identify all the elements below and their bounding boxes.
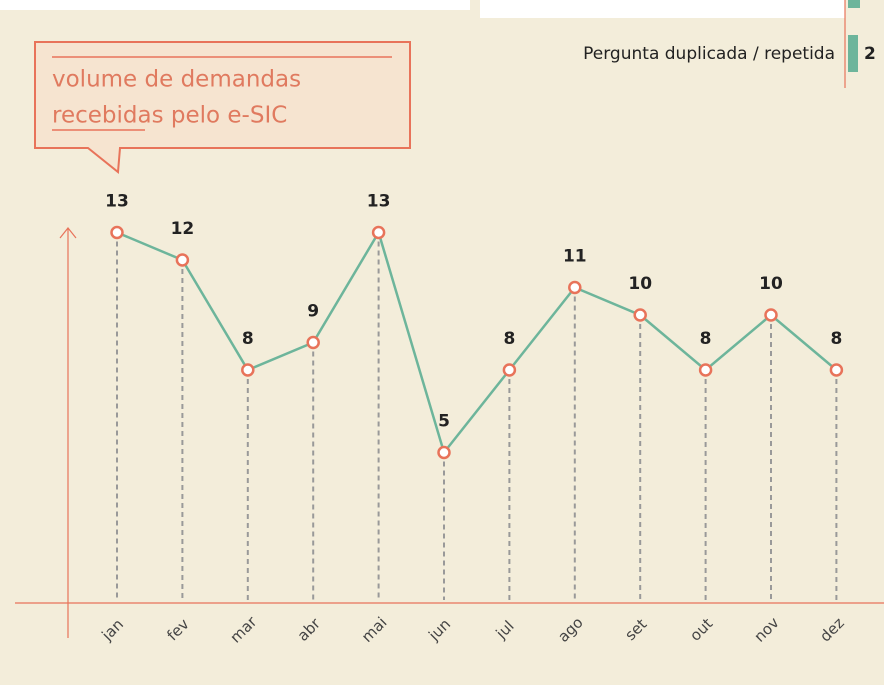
chart-title: volume de demandas (52, 67, 301, 93)
marker (633, 308, 647, 322)
marker (437, 445, 451, 460)
data-label: 13 (105, 192, 129, 212)
marker (241, 363, 255, 377)
chart-title: recebidas pelo e-SIC (52, 103, 287, 129)
marker (371, 225, 386, 240)
marker (568, 280, 582, 295)
data-label: 8 (830, 329, 842, 349)
y-axis-arrow (59, 227, 77, 239)
data-label: 8 (242, 329, 254, 349)
side-bar (848, 35, 858, 72)
top-strip (480, 0, 845, 18)
marker (698, 363, 713, 377)
data-label: 5 (438, 412, 450, 432)
top-strip (0, 0, 470, 10)
data-label: 8 (503, 329, 515, 349)
bar-fragment (848, 0, 860, 8)
marker (829, 363, 844, 377)
marker (764, 308, 778, 322)
side-label: Pergunta duplicada / repetida (583, 44, 835, 64)
line (116, 229, 838, 456)
data-label: 8 (700, 329, 712, 349)
data-label: 13 (367, 192, 391, 212)
callout (34, 41, 411, 174)
marker (110, 225, 124, 240)
data-label: 10 (759, 274, 783, 294)
marker (502, 363, 517, 377)
data-label: 11 (563, 247, 587, 267)
marker (306, 335, 320, 350)
data-label: 9 (307, 302, 319, 322)
data-label: 10 (628, 274, 652, 294)
side-value: 2 (864, 44, 876, 64)
marker (175, 253, 190, 267)
data-label: 12 (171, 219, 195, 239)
